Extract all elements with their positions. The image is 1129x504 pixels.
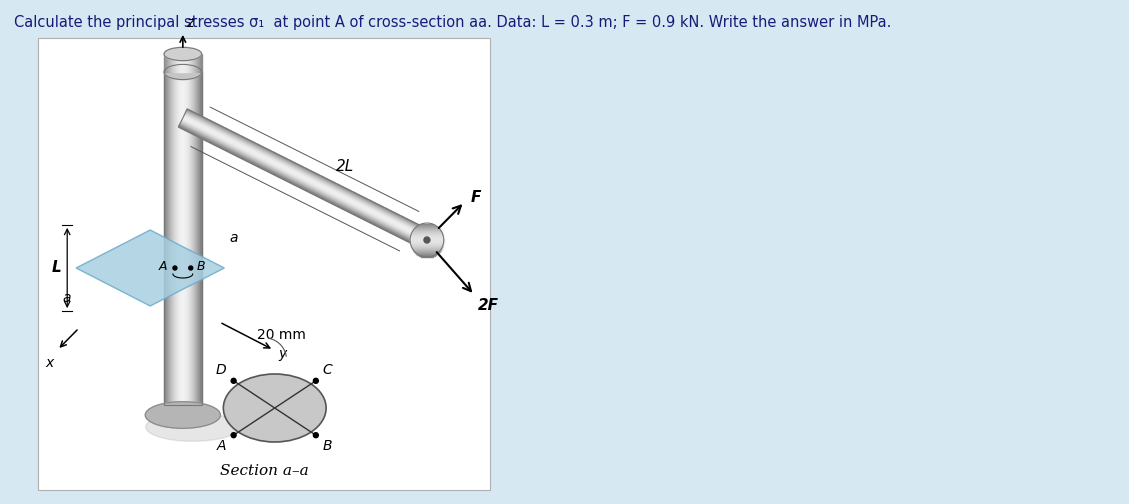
Bar [410,238,444,239]
Bar [417,253,438,254]
Bar [413,230,440,231]
Bar [411,234,443,235]
Text: C: C [323,363,333,377]
Bar [411,244,444,245]
Bar [414,251,439,252]
Text: Calculate the principal stresses σ₁  at point A of cross-section aa. Data: L = 0: Calculate the principal stresses σ₁ at p… [14,15,891,30]
Polygon shape [182,119,427,242]
Polygon shape [183,117,428,240]
Polygon shape [183,118,427,241]
Polygon shape [180,123,425,246]
Bar [415,252,439,253]
Ellipse shape [164,47,202,60]
Ellipse shape [314,433,318,437]
Bar [412,247,443,248]
Ellipse shape [425,237,430,243]
Bar [410,240,444,241]
Ellipse shape [146,402,220,428]
Polygon shape [185,112,429,235]
Bar [164,72,202,405]
Bar [411,246,443,247]
Text: a: a [229,231,238,245]
Text: L: L [52,261,61,276]
Polygon shape [181,120,426,243]
Ellipse shape [164,65,202,80]
Text: a: a [62,291,71,305]
Polygon shape [184,114,429,237]
Ellipse shape [173,266,177,270]
Polygon shape [180,124,423,247]
Bar [419,225,435,226]
Bar [418,254,437,255]
Text: z: z [186,16,193,30]
Polygon shape [178,126,423,249]
Bar [421,224,432,225]
Text: Section a–a: Section a–a [220,464,309,478]
Polygon shape [181,121,426,244]
Polygon shape [186,110,431,233]
Bar [419,255,435,256]
Bar [417,227,438,228]
Bar [412,248,441,249]
Ellipse shape [314,379,318,384]
Bar [411,245,443,246]
Bar [418,226,437,227]
Polygon shape [186,109,431,232]
Text: A: A [217,439,227,453]
Bar [37,38,490,490]
Text: y: y [279,347,287,361]
Text: 2F: 2F [479,298,499,313]
Polygon shape [183,116,428,239]
Text: B: B [196,260,205,273]
Ellipse shape [146,413,239,441]
Text: D: D [216,363,227,377]
Polygon shape [186,111,430,234]
Ellipse shape [189,266,193,270]
Polygon shape [182,120,426,243]
Text: x: x [45,356,53,370]
Polygon shape [184,115,428,238]
Bar [414,229,439,230]
Text: 2L: 2L [335,159,353,174]
Polygon shape [181,122,425,245]
Bar [410,239,444,240]
Bar [411,237,444,238]
Polygon shape [184,113,429,236]
Bar [411,236,444,237]
Ellipse shape [231,433,236,437]
Bar [415,228,439,229]
Ellipse shape [224,374,326,442]
Text: F: F [471,191,481,206]
Polygon shape [76,230,225,306]
Text: B: B [323,439,332,453]
Bar [411,243,444,244]
Bar [411,235,443,236]
Bar [421,256,432,257]
Bar [412,232,441,233]
Bar [412,233,443,234]
Polygon shape [185,112,430,235]
Text: 20 mm: 20 mm [257,328,306,342]
Bar [410,242,444,243]
Bar [413,231,441,232]
Ellipse shape [231,379,236,384]
Bar [413,249,441,250]
Bar [410,241,444,242]
Text: A: A [158,260,167,273]
Polygon shape [178,125,423,248]
Bar [413,250,440,251]
